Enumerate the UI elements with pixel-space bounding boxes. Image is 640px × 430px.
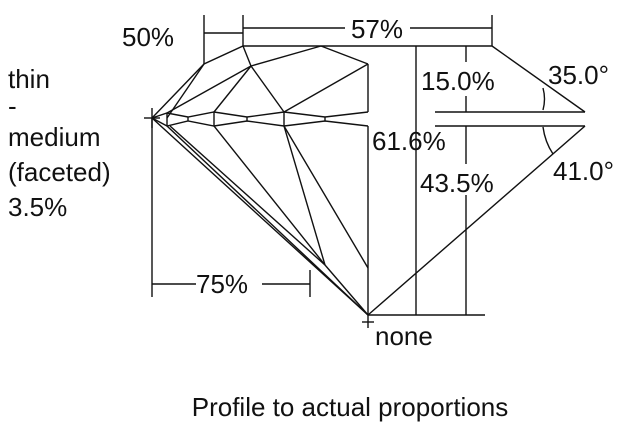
crown-angle-label: 35.0° [548,60,609,90]
girdle-label: thin - medium (faceted) 3.5% [8,64,111,222]
girdle-label-line: - [8,91,17,121]
caption: Profile to actual proportions [192,392,509,422]
crown-height-ratio-label: 50% [122,22,174,52]
pavilion-depth-label: 43.5% [420,168,494,198]
culet-label: none [375,321,433,351]
dimension-lines [144,15,554,328]
girdle-label-line: medium [8,122,100,152]
total-depth-label: 61.6% [372,126,446,156]
girdle-label-line: thin [8,64,50,94]
diamond-outline [151,45,586,316]
girdle-label-line: (faceted) [8,157,111,187]
table-label: 57% [351,14,403,44]
pavilion-angle-label: 41.0° [553,156,614,186]
girdle-label-line: 3.5% [8,192,67,222]
lower-half-label: 75% [196,269,248,299]
crown-height-label: 15.0% [421,66,495,96]
